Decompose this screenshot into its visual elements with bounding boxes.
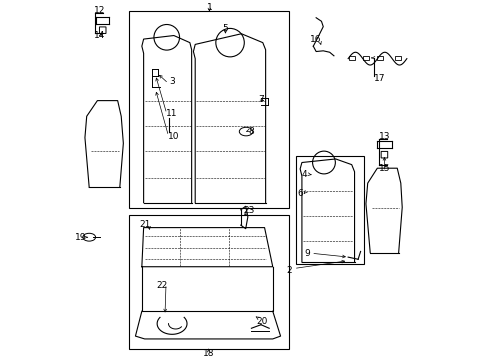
Text: 10: 10 — [168, 132, 180, 141]
Bar — [129, 11, 290, 208]
Text: 1: 1 — [207, 3, 212, 12]
Text: 23: 23 — [244, 206, 255, 215]
Text: 17: 17 — [374, 74, 385, 83]
Text: 8: 8 — [248, 127, 254, 136]
Bar — [129, 215, 290, 348]
Text: 2: 2 — [287, 266, 292, 275]
Text: 13: 13 — [379, 132, 390, 141]
Text: 21: 21 — [139, 220, 150, 229]
Bar — [349, 56, 355, 60]
Text: 7: 7 — [258, 95, 264, 104]
Text: 3: 3 — [169, 77, 175, 86]
Text: 12: 12 — [94, 6, 105, 15]
Bar — [363, 56, 369, 60]
Text: 14: 14 — [94, 31, 105, 40]
Text: 9: 9 — [304, 249, 310, 258]
Text: 15: 15 — [379, 164, 390, 173]
Text: 18: 18 — [203, 349, 215, 358]
Text: 11: 11 — [166, 109, 178, 118]
Text: 22: 22 — [157, 281, 168, 290]
Bar — [295, 156, 364, 264]
Text: 19: 19 — [75, 233, 86, 242]
Text: 4: 4 — [302, 170, 308, 179]
Text: 6: 6 — [297, 189, 303, 198]
Text: 20: 20 — [256, 317, 268, 326]
Bar — [377, 56, 383, 60]
Text: 16: 16 — [310, 35, 322, 44]
Text: 5: 5 — [222, 24, 228, 33]
Bar — [395, 56, 401, 60]
